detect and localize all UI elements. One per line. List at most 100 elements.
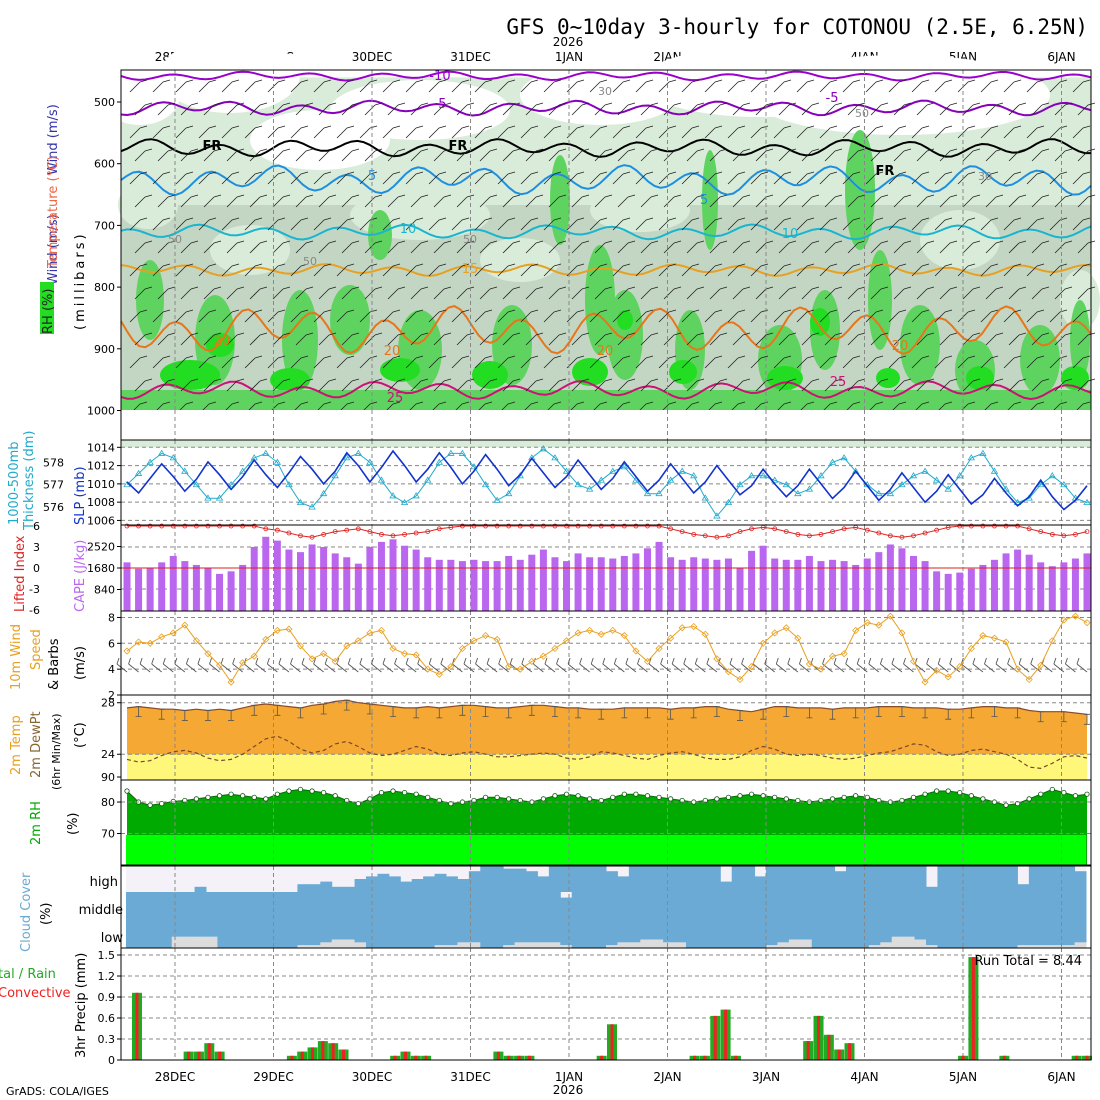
wind10m-point bbox=[377, 626, 386, 634]
wind-barb bbox=[244, 217, 263, 231]
wind-barb bbox=[134, 378, 153, 392]
ylabel-wind10m-4: (m/s) bbox=[73, 646, 88, 680]
cloud-bar bbox=[537, 876, 550, 892]
wind-barb bbox=[801, 148, 820, 162]
wind10m-point bbox=[401, 650, 409, 658]
cloud-bar-low bbox=[1017, 945, 1030, 948]
wind-barb bbox=[640, 286, 659, 300]
rh2m-band bbox=[126, 835, 1086, 865]
rh2m-point bbox=[413, 791, 419, 797]
wind-barb bbox=[428, 263, 447, 277]
cloud-bar-low bbox=[903, 936, 916, 948]
cloud-bar-low bbox=[1063, 945, 1076, 948]
wind-barb bbox=[686, 240, 705, 254]
wind-barb bbox=[824, 286, 843, 300]
cloud-bar bbox=[526, 920, 538, 943]
cape-bar bbox=[377, 541, 385, 611]
cloud-bar-low bbox=[343, 939, 356, 948]
ylabel-temp-3: (6hr Min/Max) bbox=[50, 713, 63, 790]
wind-barb bbox=[387, 102, 406, 116]
temp-minmax bbox=[482, 706, 489, 717]
wind-barb bbox=[1026, 309, 1045, 323]
wind-barb bbox=[819, 171, 838, 185]
cloud-bar-low bbox=[468, 942, 481, 948]
li-point bbox=[355, 526, 361, 532]
ylabel-cloud: Cloud Cover bbox=[19, 872, 34, 952]
wind-barb bbox=[888, 263, 907, 277]
wind-barb bbox=[681, 217, 700, 231]
contour-label: 25 bbox=[387, 391, 404, 406]
cape-bar bbox=[343, 557, 351, 611]
temp-minmax bbox=[366, 703, 373, 715]
cloud-bar bbox=[743, 892, 756, 920]
li-point bbox=[864, 527, 870, 533]
wind10m-barb bbox=[521, 657, 533, 673]
rh2m-point bbox=[1061, 789, 1067, 796]
cloud-bar bbox=[1051, 920, 1064, 946]
wind-barb bbox=[479, 240, 498, 254]
wind10m-point bbox=[771, 629, 779, 637]
wind-barb bbox=[341, 148, 360, 162]
cloud-bar bbox=[823, 920, 836, 948]
wind-barb bbox=[290, 217, 309, 231]
cloud-bar bbox=[754, 892, 767, 920]
cloud-bar bbox=[1017, 884, 1030, 892]
wind10m-point bbox=[146, 639, 154, 647]
cloud-bar bbox=[343, 892, 356, 920]
li-point bbox=[564, 523, 569, 529]
wind-barb bbox=[566, 79, 585, 93]
wind-barb bbox=[157, 378, 176, 392]
wind-barb bbox=[267, 355, 286, 369]
thickness-point bbox=[840, 454, 848, 461]
wind-barb bbox=[594, 148, 613, 162]
cloud-bar bbox=[1006, 866, 1018, 892]
wind-barb bbox=[198, 217, 217, 231]
ylabel-precip: 3hr Precip (mm) bbox=[74, 953, 89, 1058]
wind-barb bbox=[359, 263, 378, 277]
wind-barb bbox=[318, 332, 337, 346]
wind10m-barb bbox=[463, 657, 475, 673]
isotherm-m10 bbox=[120, 70, 1092, 82]
li-point bbox=[633, 523, 639, 529]
thickness-point bbox=[909, 472, 918, 479]
wind10m-barb bbox=[833, 657, 845, 673]
precip-conv-bar bbox=[806, 1041, 810, 1060]
ylabel-wind: Wind (m/s) bbox=[46, 104, 61, 175]
wind-barb bbox=[1008, 148, 1027, 162]
wind10m-barb bbox=[648, 657, 660, 673]
wind-barb bbox=[525, 378, 544, 392]
li-point bbox=[517, 523, 523, 529]
wind-barb bbox=[819, 355, 838, 369]
wind-barb bbox=[497, 217, 516, 231]
wind-barb bbox=[479, 148, 498, 162]
slp-line bbox=[126, 449, 1088, 511]
wind10m-point bbox=[690, 622, 698, 631]
cape-bar bbox=[227, 571, 235, 611]
wind-barb bbox=[129, 217, 148, 231]
rh-mid-area bbox=[920, 210, 1000, 270]
precip-conv-bar bbox=[713, 1015, 717, 1060]
wind-barb bbox=[502, 102, 521, 116]
cape-bar bbox=[759, 545, 767, 611]
cloud-bar bbox=[377, 873, 390, 892]
li-point bbox=[575, 523, 581, 529]
cloud-bar bbox=[183, 920, 196, 937]
wind10m-point bbox=[320, 650, 328, 658]
wind-barb bbox=[985, 194, 1004, 208]
cape-bar bbox=[493, 561, 501, 611]
cloud-bar bbox=[891, 866, 904, 892]
rh2m-point bbox=[286, 788, 292, 794]
rh-mid-area bbox=[480, 238, 560, 282]
wind-barb bbox=[1072, 125, 1091, 139]
y-tick-label: 90 bbox=[101, 771, 115, 784]
wind-barb bbox=[129, 79, 148, 93]
wind-barb bbox=[198, 125, 217, 139]
wind-barb bbox=[1003, 79, 1022, 93]
cloud-cover-panel: high middle low Cloud Cover (%) bbox=[19, 865, 1092, 952]
wind-barb bbox=[1031, 102, 1050, 116]
rh2m-point bbox=[540, 796, 546, 802]
wind-barb bbox=[704, 217, 723, 231]
cloud-bar bbox=[1017, 920, 1030, 946]
wind10m-barb bbox=[313, 657, 324, 673]
wind-barb bbox=[249, 240, 268, 254]
